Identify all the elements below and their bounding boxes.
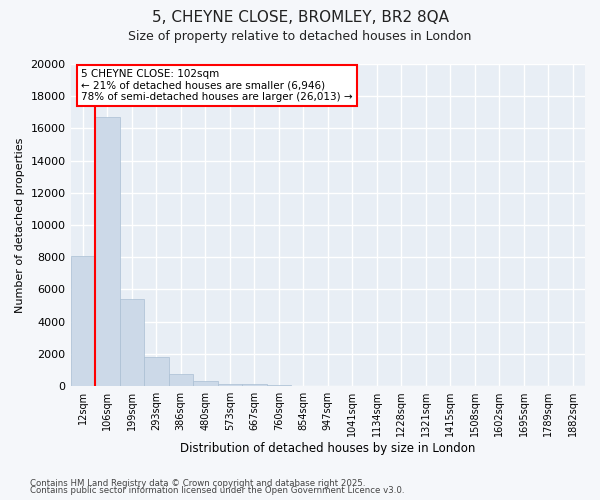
Bar	[144, 357, 169, 386]
Bar	[266, 385, 291, 386]
Text: Size of property relative to detached houses in London: Size of property relative to detached ho…	[128, 30, 472, 43]
Text: Contains public sector information licensed under the Open Government Licence v3: Contains public sector information licen…	[30, 486, 404, 495]
Bar	[169, 374, 193, 386]
Bar	[193, 382, 218, 386]
X-axis label: Distribution of detached houses by size in London: Distribution of detached houses by size …	[180, 442, 475, 455]
Bar	[95, 117, 119, 386]
Bar	[242, 384, 266, 386]
Y-axis label: Number of detached properties: Number of detached properties	[15, 138, 25, 312]
Text: 5, CHEYNE CLOSE, BROMLEY, BR2 8QA: 5, CHEYNE CLOSE, BROMLEY, BR2 8QA	[151, 10, 449, 25]
Bar	[119, 299, 144, 386]
Text: 5 CHEYNE CLOSE: 102sqm
← 21% of detached houses are smaller (6,946)
78% of semi-: 5 CHEYNE CLOSE: 102sqm ← 21% of detached…	[81, 69, 352, 102]
Text: Contains HM Land Registry data © Crown copyright and database right 2025.: Contains HM Land Registry data © Crown c…	[30, 478, 365, 488]
Bar	[218, 384, 242, 386]
Bar	[71, 256, 95, 386]
